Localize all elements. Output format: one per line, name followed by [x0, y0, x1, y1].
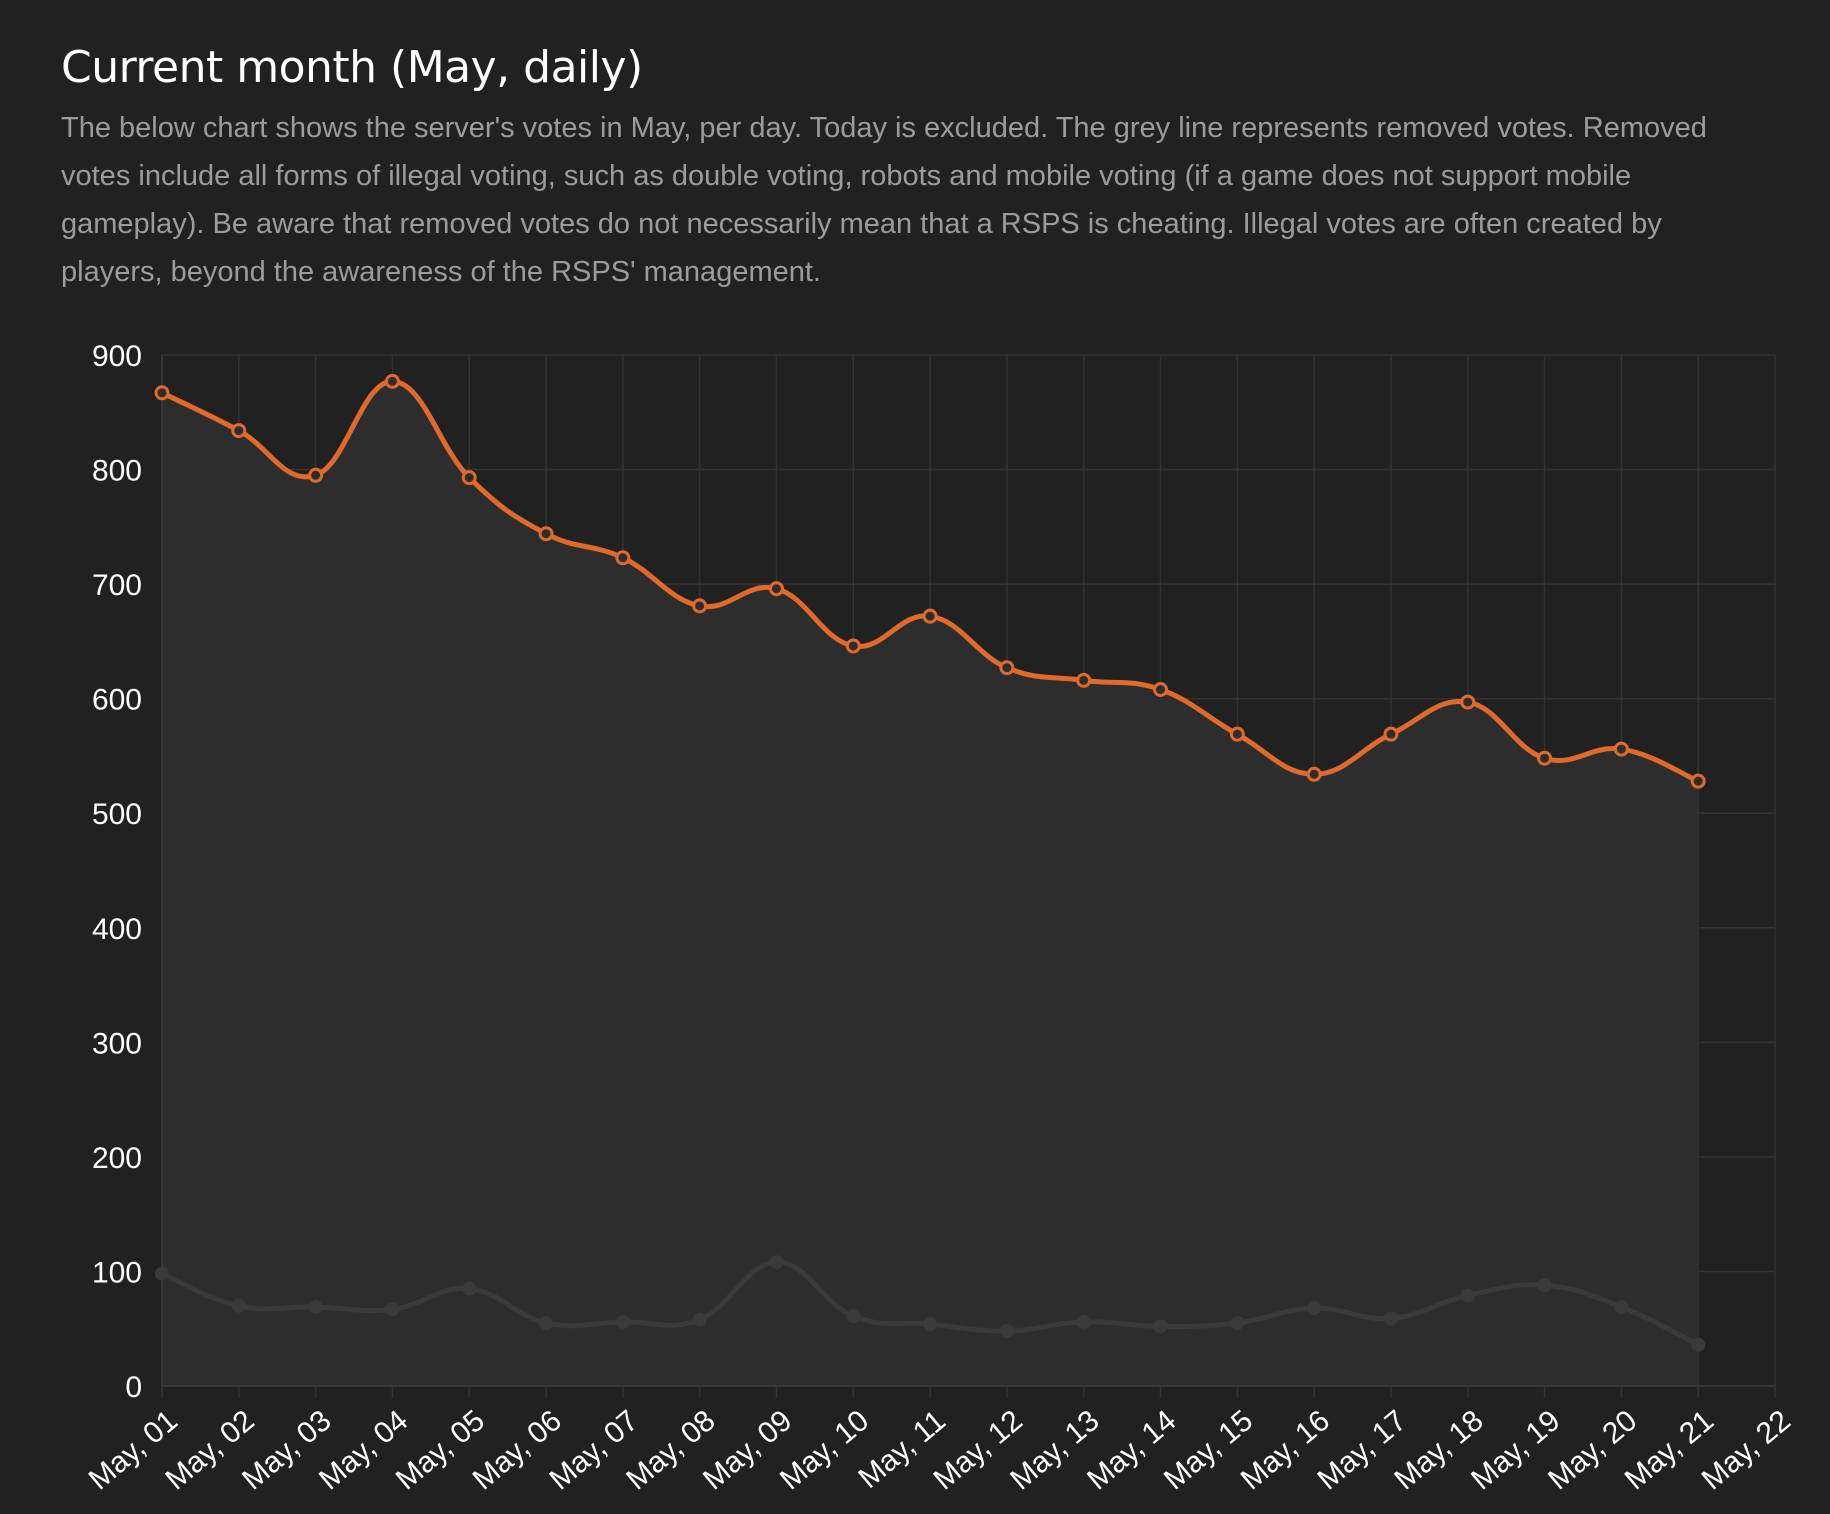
votes-point[interactable] — [154, 385, 170, 401]
votes-point[interactable] — [999, 660, 1015, 676]
votes-point[interactable] — [692, 598, 708, 614]
page-title: Current month (May, daily) — [61, 42, 643, 93]
removed-votes-point[interactable] — [1153, 1319, 1168, 1334]
removed-votes-point[interactable] — [923, 1317, 938, 1332]
removed-votes-point[interactable] — [1691, 1337, 1706, 1352]
removed-votes-point[interactable] — [846, 1309, 861, 1324]
votes-point[interactable] — [538, 526, 554, 542]
removed-votes-point[interactable] — [1230, 1315, 1245, 1330]
y-tick-label: 700 — [92, 569, 142, 602]
x-tick-label: May, 22 — [1696, 1404, 1797, 1496]
y-tick-label: 500 — [92, 798, 142, 831]
votes-point[interactable] — [1383, 726, 1399, 742]
removed-votes-point[interactable] — [231, 1298, 246, 1313]
votes-point[interactable] — [1076, 672, 1092, 688]
removed-votes-line — [161, 1259, 1700, 1348]
y-tick-label: 100 — [92, 1256, 142, 1289]
removed-votes-point[interactable] — [155, 1266, 169, 1281]
removed-votes-point[interactable] — [462, 1281, 477, 1296]
votes-point[interactable] — [384, 373, 400, 389]
y-tick-label: 600 — [92, 684, 142, 717]
removed-votes-point[interactable] — [615, 1314, 630, 1329]
y-tick-label: 800 — [92, 455, 142, 488]
chart-points — [154, 373, 1706, 1352]
votes-point[interactable] — [231, 423, 247, 439]
votes-area-fill — [162, 381, 1699, 1386]
removed-votes-point[interactable] — [769, 1255, 784, 1270]
removed-votes-point[interactable] — [1537, 1278, 1552, 1293]
removed-votes-point[interactable] — [1460, 1288, 1475, 1303]
y-tick-label: 200 — [92, 1142, 142, 1175]
removed-votes-point[interactable] — [1383, 1311, 1398, 1326]
removed-votes-point[interactable] — [1614, 1299, 1629, 1314]
votes-point[interactable] — [922, 608, 938, 624]
y-tick-label: 900 — [92, 340, 142, 373]
votes-point[interactable] — [1537, 750, 1553, 766]
votes-point[interactable] — [768, 581, 784, 597]
x-tick-label: May, 10 — [774, 1404, 875, 1496]
votes-point[interactable] — [1153, 682, 1169, 698]
chart-area-fill — [162, 381, 1699, 1386]
votes-point[interactable] — [308, 467, 324, 483]
removed-votes-point[interactable] — [1076, 1314, 1091, 1329]
votes-point[interactable] — [1229, 726, 1245, 742]
chart-axes — [161, 355, 1775, 1387]
removed-votes-point[interactable] — [1307, 1301, 1322, 1316]
removed-votes-point[interactable] — [999, 1324, 1014, 1339]
chart-description: The below chart shows the server's votes… — [61, 112, 1707, 288]
votes-point[interactable] — [845, 638, 861, 654]
removed-votes-point[interactable] — [308, 1299, 323, 1314]
removed-votes-point[interactable] — [692, 1312, 707, 1327]
votes-point[interactable] — [1306, 766, 1322, 782]
votes-point[interactable] — [1690, 773, 1706, 789]
y-tick-label: 0 — [125, 1371, 142, 1404]
y-tick-label: 300 — [92, 1027, 142, 1060]
votes-point[interactable] — [615, 550, 631, 566]
votes-point[interactable] — [461, 470, 477, 486]
removed-votes-point[interactable] — [385, 1302, 400, 1317]
votes-point[interactable] — [1460, 694, 1476, 710]
votes-point[interactable] — [1613, 741, 1629, 757]
y-tick-label: 400 — [92, 913, 142, 946]
removed-votes-point[interactable] — [539, 1315, 554, 1330]
